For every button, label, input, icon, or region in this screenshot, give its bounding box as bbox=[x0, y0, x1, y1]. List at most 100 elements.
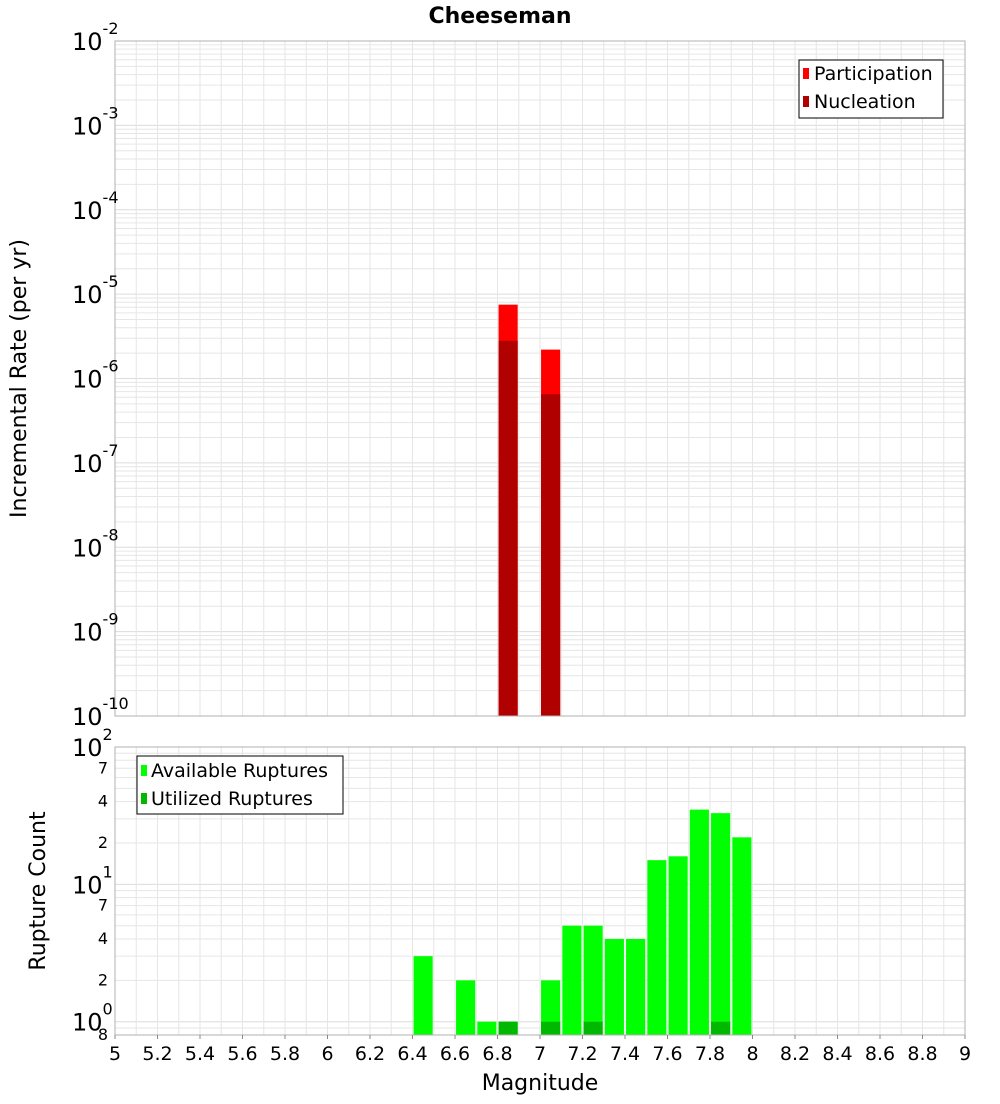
bottom-legend: Available Ruptures Utilized Ruptures bbox=[136, 755, 344, 815]
bottom-bar-secondary bbox=[711, 1021, 731, 1035]
legend-label: Available Ruptures bbox=[151, 760, 328, 782]
top-legend: Participation Nucleation bbox=[798, 59, 944, 119]
y-tick-exp: -10 bbox=[103, 694, 129, 713]
x-tick-label: 5.2 bbox=[142, 1043, 172, 1065]
bottom-bar-primary bbox=[456, 980, 476, 1035]
legend-swatch bbox=[141, 765, 147, 776]
bottom-bar-primary bbox=[477, 1021, 497, 1035]
x-tick-label: 6.2 bbox=[355, 1043, 385, 1065]
x-tick-label: 8.6 bbox=[865, 1043, 895, 1065]
legend-swatch bbox=[803, 68, 809, 79]
x-tick-label: 5.8 bbox=[270, 1043, 300, 1065]
top-panel: 10-210-310-410-510-610-710-810-910-10Inc… bbox=[7, 19, 966, 731]
legend-swatch bbox=[141, 793, 147, 804]
y-tick-exp: -4 bbox=[103, 188, 119, 207]
x-tick-label: 8.4 bbox=[822, 1043, 852, 1065]
y-tick-label: 10-4 bbox=[72, 188, 119, 225]
x-tick-label: 6.8 bbox=[482, 1043, 512, 1065]
bottom-bar-primary bbox=[562, 925, 582, 1035]
y-tick-base: 10 bbox=[72, 619, 103, 647]
y-tick-exp: -2 bbox=[103, 19, 119, 38]
bottom-bar-primary bbox=[583, 925, 603, 1035]
y-tick-minor-label: 7 bbox=[98, 896, 108, 915]
y-tick-minor-label: 4 bbox=[98, 929, 108, 948]
y-tick-base: 10 bbox=[72, 450, 103, 478]
y-tick-minor-label: 8 bbox=[98, 1025, 108, 1044]
bottom-bar-primary bbox=[647, 860, 667, 1035]
bottom-bar-primary bbox=[711, 813, 731, 1035]
x-axis-label: Magnitude bbox=[482, 1071, 599, 1096]
x-tick-label: 7.6 bbox=[652, 1043, 682, 1065]
chart-title: Cheeseman bbox=[428, 4, 571, 29]
y-tick-label: 100 bbox=[72, 1000, 113, 1037]
top-grid bbox=[114, 40, 966, 717]
y-tick-minor-label: 2 bbox=[98, 970, 108, 989]
y-tick-label: 10-7 bbox=[72, 441, 119, 478]
x-tick-label: 5.4 bbox=[185, 1043, 215, 1065]
y-tick-base: 10 bbox=[72, 1009, 103, 1037]
x-tick-label: 6 bbox=[321, 1043, 333, 1065]
top-bar-secondary bbox=[498, 340, 518, 716]
bottom-bar-primary bbox=[668, 856, 688, 1035]
y-tick-base: 10 bbox=[72, 28, 103, 56]
y-tick-label: 10-6 bbox=[72, 357, 119, 394]
bottom-bar-primary bbox=[541, 980, 561, 1035]
y-tick-base: 10 bbox=[72, 281, 103, 309]
bottom-bar-primary bbox=[626, 939, 646, 1035]
x-tick-label: 8 bbox=[746, 1043, 758, 1065]
top-y-ticks: 10-210-310-410-510-610-710-810-910-10 bbox=[72, 19, 129, 731]
legend-swatch bbox=[803, 96, 809, 107]
y-tick-label: 10-9 bbox=[72, 610, 119, 647]
y-tick-exp: -5 bbox=[103, 272, 119, 291]
y-tick-label: 101 bbox=[72, 862, 113, 899]
y-tick-exp: 0 bbox=[103, 1000, 113, 1019]
x-tick-label: 5 bbox=[109, 1043, 121, 1065]
x-tick-label: 6.4 bbox=[397, 1043, 427, 1065]
bottom-bar-primary bbox=[689, 809, 709, 1035]
y-tick-minor-label: 7 bbox=[98, 758, 108, 777]
x-tick-label: 8.2 bbox=[780, 1043, 810, 1065]
bottom-bar-secondary bbox=[541, 1021, 561, 1035]
y-tick-base: 10 bbox=[72, 197, 103, 225]
legend-box bbox=[136, 755, 344, 815]
legend-box bbox=[798, 59, 944, 119]
top-y-axis-label: Incremental Rate (per yr) bbox=[7, 239, 32, 518]
x-tick-label: 7.2 bbox=[567, 1043, 597, 1065]
x-tick-label: 6.6 bbox=[440, 1043, 470, 1065]
y-tick-exp: -7 bbox=[103, 441, 119, 460]
y-tick-base: 10 bbox=[72, 734, 103, 762]
y-tick-label: 10-2 bbox=[72, 19, 119, 56]
y-tick-exp: -3 bbox=[103, 103, 119, 122]
bottom-bar-primary bbox=[604, 939, 624, 1035]
y-tick-label: 10-10 bbox=[72, 694, 129, 731]
y-tick-base: 10 bbox=[72, 366, 103, 394]
y-tick-base: 10 bbox=[72, 534, 103, 562]
top-bar-secondary bbox=[541, 394, 561, 716]
y-tick-exp: 2 bbox=[103, 725, 113, 744]
y-tick-minor-label: 2 bbox=[98, 833, 108, 852]
bottom-bar-primary bbox=[413, 956, 433, 1035]
legend-label: Nucleation bbox=[814, 91, 916, 113]
y-tick-exp: -9 bbox=[103, 610, 119, 629]
y-tick-base: 10 bbox=[72, 703, 103, 731]
top-series-1 bbox=[498, 340, 561, 716]
y-tick-label: 10-5 bbox=[72, 272, 119, 309]
y-tick-base: 10 bbox=[72, 112, 103, 140]
x-tick-label: 9 bbox=[959, 1043, 971, 1065]
top-plot-frame bbox=[114, 40, 966, 717]
y-tick-minor-label: 4 bbox=[98, 792, 108, 811]
legend-label: Utilized Ruptures bbox=[151, 788, 313, 810]
legend-label: Participation bbox=[814, 63, 933, 85]
y-tick-base: 10 bbox=[72, 871, 103, 899]
x-ticks: 5 5.2 5.4 5.6 5.8 6 6.2 6.4 6.6 6.8 7 7.2 7.4 7.6 7.8 8… bbox=[109, 1035, 971, 1065]
y-tick-exp: -8 bbox=[103, 525, 119, 544]
y-tick-exp: 1 bbox=[103, 862, 113, 881]
y-tick-exp: -6 bbox=[103, 357, 119, 376]
bottom-series-1 bbox=[498, 1021, 731, 1035]
bottom-series-0 bbox=[413, 809, 752, 1035]
bottom-bar-primary bbox=[732, 837, 752, 1035]
x-tick-label: 5.6 bbox=[227, 1043, 257, 1065]
